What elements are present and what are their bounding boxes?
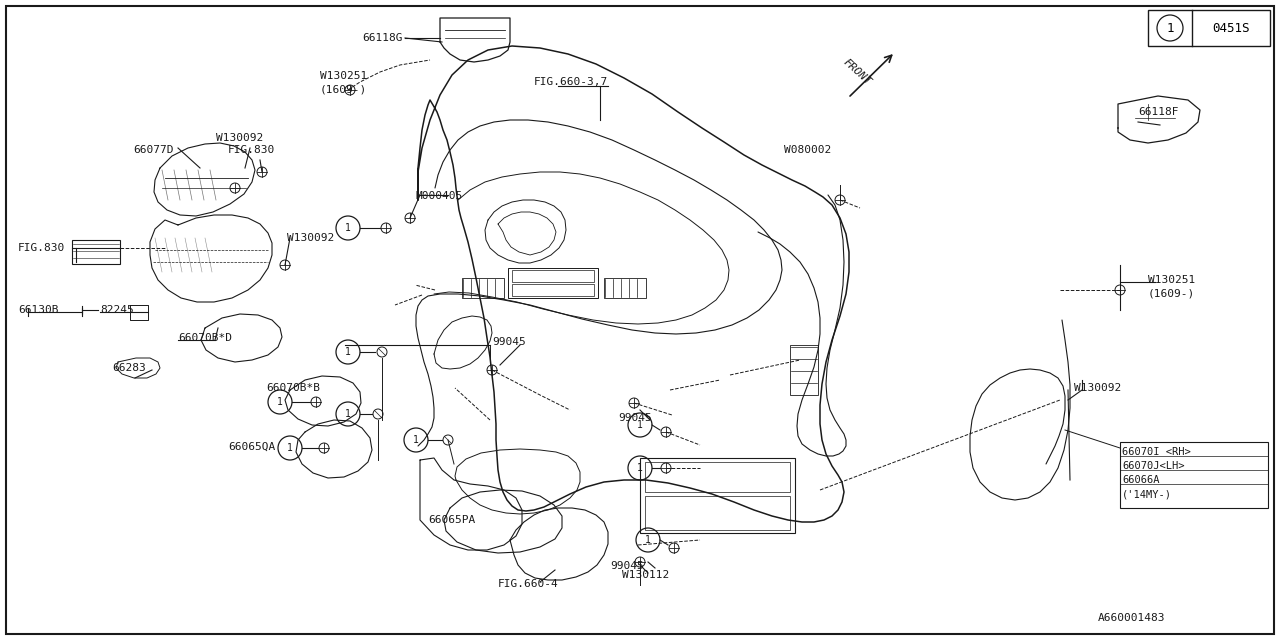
Text: 66066A: 66066A xyxy=(1123,475,1160,485)
Circle shape xyxy=(381,223,390,233)
Text: 66118F: 66118F xyxy=(1138,107,1179,117)
Text: 1: 1 xyxy=(637,463,643,473)
Text: 66070I <RH>: 66070I <RH> xyxy=(1123,447,1190,457)
Circle shape xyxy=(280,260,291,270)
Text: 1: 1 xyxy=(1166,22,1174,35)
Bar xyxy=(72,240,120,264)
Text: FIG.660-4: FIG.660-4 xyxy=(498,579,559,589)
Bar xyxy=(1148,10,1270,46)
Text: W080002: W080002 xyxy=(785,145,831,155)
Bar xyxy=(512,284,594,296)
Text: FIG.830: FIG.830 xyxy=(18,243,65,253)
Text: M000405: M000405 xyxy=(415,191,462,201)
Circle shape xyxy=(835,195,845,205)
Circle shape xyxy=(669,543,678,553)
Text: 1: 1 xyxy=(346,347,351,357)
Text: 99045: 99045 xyxy=(611,561,644,571)
Text: 66070B*D: 66070B*D xyxy=(178,333,232,343)
Circle shape xyxy=(319,443,329,453)
Circle shape xyxy=(660,427,671,437)
Circle shape xyxy=(660,463,671,473)
Circle shape xyxy=(443,435,453,445)
Text: 99045: 99045 xyxy=(492,337,526,347)
Bar xyxy=(790,345,818,395)
Text: 99045: 99045 xyxy=(618,413,652,423)
Text: 0451S: 0451S xyxy=(1212,22,1249,35)
Bar xyxy=(462,278,504,298)
Text: 82245: 82245 xyxy=(100,305,133,315)
Text: 1: 1 xyxy=(276,397,283,407)
Bar xyxy=(645,462,790,492)
Bar xyxy=(1120,442,1268,508)
Circle shape xyxy=(378,347,387,357)
Circle shape xyxy=(628,398,639,408)
Circle shape xyxy=(230,183,241,193)
Text: FRONT: FRONT xyxy=(841,57,873,87)
Circle shape xyxy=(372,409,383,419)
Circle shape xyxy=(1115,285,1125,295)
Text: FIG.830: FIG.830 xyxy=(228,145,275,155)
Text: 1: 1 xyxy=(637,420,643,430)
Text: (1609-): (1609-) xyxy=(320,84,367,94)
Text: ('14MY-): ('14MY-) xyxy=(1123,489,1172,499)
Text: 66070J<LH>: 66070J<LH> xyxy=(1123,461,1184,471)
Text: FIG.660-3,7: FIG.660-3,7 xyxy=(534,77,608,87)
Bar xyxy=(512,270,594,282)
Text: 1: 1 xyxy=(346,223,351,233)
Circle shape xyxy=(311,397,321,407)
Text: 66077D: 66077D xyxy=(133,145,174,155)
Text: 66118G: 66118G xyxy=(362,33,402,43)
Text: 66130B: 66130B xyxy=(18,305,59,315)
Circle shape xyxy=(404,213,415,223)
Text: 1: 1 xyxy=(346,409,351,419)
Text: W130112: W130112 xyxy=(622,570,669,580)
Text: (1609-): (1609-) xyxy=(1148,288,1196,298)
Text: A660001483: A660001483 xyxy=(1098,613,1166,623)
Text: 1: 1 xyxy=(645,535,652,545)
Text: 1: 1 xyxy=(413,435,419,445)
Circle shape xyxy=(486,365,497,375)
Text: W130251: W130251 xyxy=(320,71,367,81)
Bar xyxy=(645,496,790,530)
Bar xyxy=(640,458,795,533)
Circle shape xyxy=(257,167,268,177)
Text: 1: 1 xyxy=(287,443,293,453)
Bar xyxy=(508,268,598,298)
Circle shape xyxy=(346,85,355,95)
Text: W130092: W130092 xyxy=(1074,383,1121,393)
Bar xyxy=(604,278,646,298)
Text: 66283: 66283 xyxy=(113,363,146,373)
Circle shape xyxy=(635,557,645,567)
Text: 66070B*B: 66070B*B xyxy=(266,383,320,393)
Text: W130251: W130251 xyxy=(1148,275,1196,285)
Text: 66065PA: 66065PA xyxy=(428,515,475,525)
Text: 66065QA: 66065QA xyxy=(228,442,275,452)
Text: W130092: W130092 xyxy=(287,233,334,243)
Text: W130092: W130092 xyxy=(216,133,264,143)
